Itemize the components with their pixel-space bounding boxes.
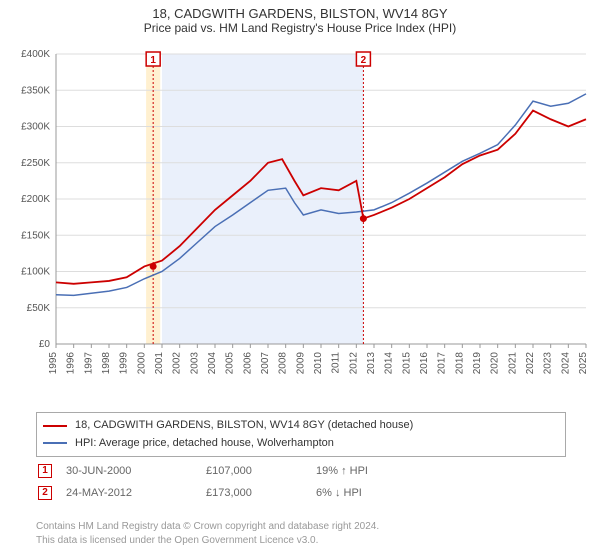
svg-text:£150K: £150K: [21, 230, 50, 241]
svg-text:1999: 1999: [119, 352, 130, 375]
svg-text:2020: 2020: [490, 352, 501, 375]
chart-title: 18, CADGWITH GARDENS, BILSTON, WV14 8GY: [0, 0, 600, 21]
svg-text:2017: 2017: [437, 352, 448, 375]
svg-text:2023: 2023: [543, 352, 554, 375]
svg-text:2022: 2022: [525, 352, 536, 375]
sale-2-diff: 6% ↓ HPI: [316, 487, 426, 499]
sale-2-price: £173,000: [206, 487, 316, 499]
svg-text:2001: 2001: [154, 352, 165, 375]
svg-text:£300K: £300K: [21, 122, 50, 133]
svg-text:£50K: £50K: [27, 303, 51, 314]
svg-text:2025: 2025: [578, 352, 589, 375]
svg-text:£250K: £250K: [21, 158, 50, 169]
chart-area: £0 £50K £100K £150K £200K £250K £300K £350K £400…: [6, 44, 594, 404]
svg-text:1998: 1998: [101, 352, 112, 375]
svg-text:2015: 2015: [401, 352, 412, 375]
svg-text:£100K: £100K: [21, 267, 50, 278]
svg-text:2016: 2016: [419, 352, 430, 375]
svg-text:1997: 1997: [83, 352, 94, 375]
legend-row-2: HPI: Average price, detached house, Wolv…: [43, 435, 559, 453]
footer: Contains HM Land Registry data © Crown c…: [36, 520, 379, 548]
chart-container: 18, CADGWITH GARDENS, BILSTON, WV14 8GY …: [0, 0, 600, 560]
sale-row-1: 1 30-JUN-2000 £107,000 19% ↑ HPI: [36, 460, 566, 482]
legend-label-1: 18, CADGWITH GARDENS, BILSTON, WV14 8GY …: [75, 417, 413, 435]
legend-row-1: 18, CADGWITH GARDENS, BILSTON, WV14 8GY …: [43, 417, 559, 435]
svg-text:£400K: £400K: [21, 49, 50, 60]
svg-text:2024: 2024: [560, 352, 571, 375]
svg-text:2006: 2006: [242, 352, 253, 375]
svg-text:£350K: £350K: [21, 85, 50, 96]
svg-text:2008: 2008: [278, 352, 289, 375]
sale-1-date: 30-JUN-2000: [66, 465, 206, 477]
svg-text:£200K: £200K: [21, 194, 50, 205]
sale-2-date: 24-MAY-2012: [66, 487, 206, 499]
footer-line-2: This data is licensed under the Open Gov…: [36, 534, 379, 548]
legend-label-2: HPI: Average price, detached house, Wolv…: [75, 435, 334, 453]
sale-marker-2-icon: 2: [38, 486, 52, 500]
svg-text:2019: 2019: [472, 352, 483, 375]
chart-subtitle: Price paid vs. HM Land Registry's House …: [0, 21, 600, 39]
svg-text:2012: 2012: [348, 352, 359, 375]
svg-text:1995: 1995: [48, 352, 59, 375]
sale-row-2: 2 24-MAY-2012 £173,000 6% ↓ HPI: [36, 482, 566, 504]
svg-text:£0: £0: [39, 339, 51, 350]
legend-swatch-1: [43, 425, 67, 427]
svg-text:2003: 2003: [189, 352, 200, 375]
chart-svg: £0 £50K £100K £150K £200K £250K £300K £350K £400…: [6, 44, 594, 404]
svg-text:2014: 2014: [384, 352, 395, 375]
svg-text:2002: 2002: [172, 352, 183, 375]
svg-text:2007: 2007: [260, 352, 271, 375]
svg-text:1: 1: [150, 55, 156, 66]
svg-text:2010: 2010: [313, 352, 324, 375]
svg-text:2: 2: [361, 55, 367, 66]
svg-text:2013: 2013: [366, 352, 377, 375]
footer-line-1: Contains HM Land Registry data © Crown c…: [36, 520, 379, 534]
svg-text:2021: 2021: [507, 352, 518, 375]
svg-text:2009: 2009: [295, 352, 306, 375]
svg-text:2018: 2018: [454, 352, 465, 375]
legend: 18, CADGWITH GARDENS, BILSTON, WV14 8GY …: [36, 412, 566, 457]
svg-text:2011: 2011: [331, 352, 342, 374]
sale-1-diff: 19% ↑ HPI: [316, 465, 426, 477]
svg-text:1996: 1996: [66, 352, 77, 375]
sale-rows: 1 30-JUN-2000 £107,000 19% ↑ HPI 2 24-MA…: [36, 460, 566, 504]
svg-text:2005: 2005: [225, 352, 236, 375]
svg-text:2004: 2004: [207, 352, 218, 375]
svg-text:2000: 2000: [136, 352, 147, 375]
sale-marker-1-icon: 1: [38, 464, 52, 478]
sale-1-price: £107,000: [206, 465, 316, 477]
legend-swatch-2: [43, 442, 67, 444]
